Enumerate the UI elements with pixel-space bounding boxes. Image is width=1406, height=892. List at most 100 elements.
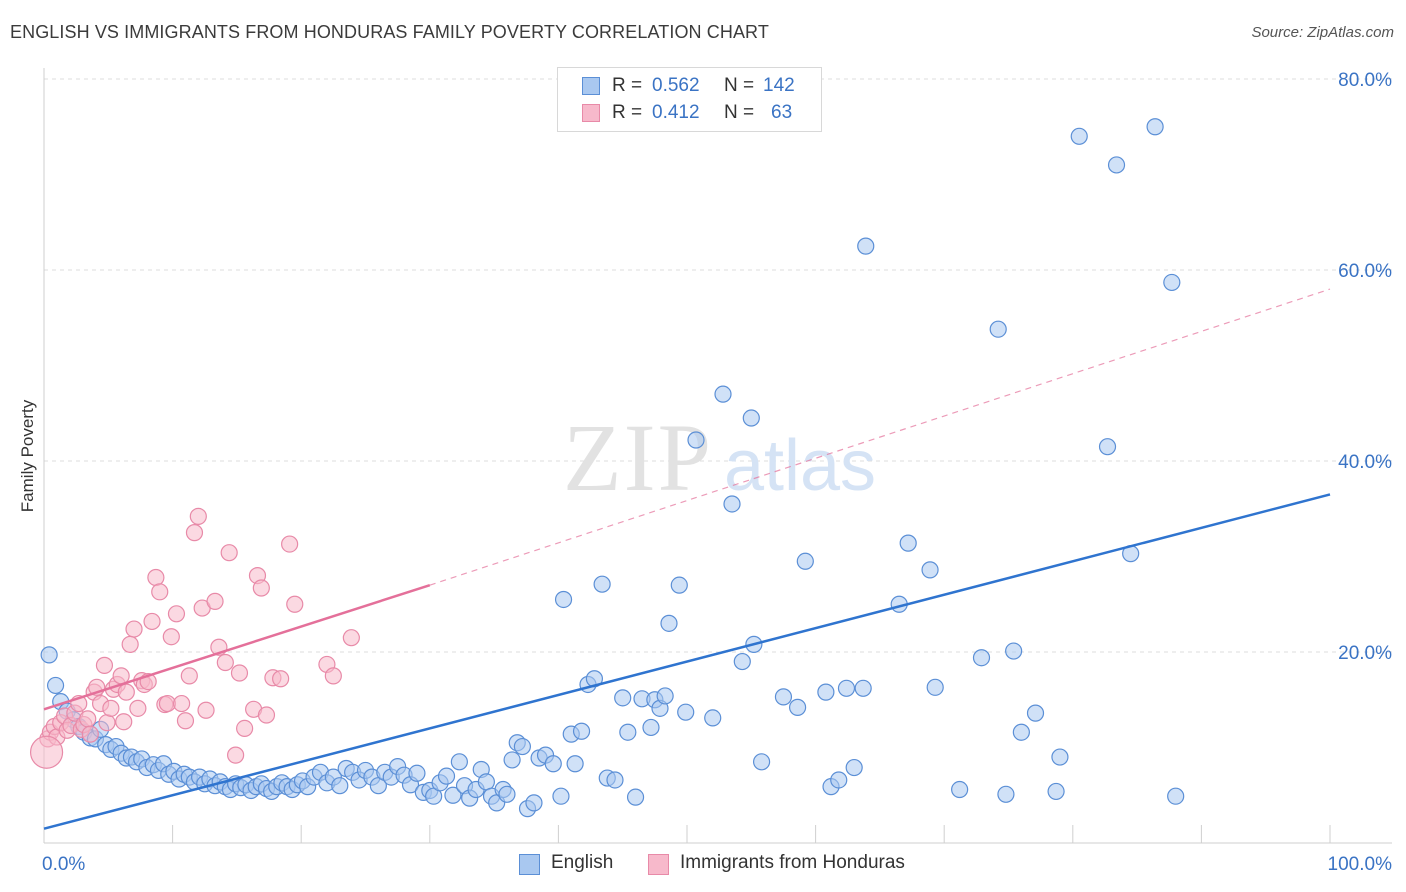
honduras-n-label: N =	[724, 102, 755, 123]
honduras-point	[115, 713, 133, 731]
honduras-point	[167, 605, 186, 623]
honduras-point	[143, 612, 161, 631]
english-n-value: 142	[763, 75, 795, 96]
honduras-point	[29, 735, 64, 769]
honduras-trend-extension	[429, 288, 1331, 586]
english-point	[544, 755, 562, 773]
english-point	[614, 689, 632, 707]
english-point	[444, 786, 462, 804]
honduras-point	[257, 706, 276, 724]
y-tick-labels: 20.0% 40.0% 60.0% 80.0%	[1338, 70, 1392, 664]
honduras-point	[189, 507, 207, 525]
honduras-swatch	[582, 104, 600, 122]
english-point	[1167, 787, 1185, 805]
english-point	[677, 703, 695, 721]
legend-honduras-label: Immigrants from Honduras	[680, 852, 905, 873]
honduras-point	[129, 699, 147, 717]
honduras-point	[324, 667, 342, 685]
english-point	[408, 764, 426, 782]
english-point	[626, 788, 645, 806]
honduras-point	[185, 524, 204, 542]
english-point	[723, 495, 741, 513]
english-point	[1146, 118, 1164, 136]
english-point	[477, 773, 495, 791]
english-point	[670, 576, 688, 594]
english-point	[1107, 156, 1126, 174]
honduras-point	[236, 719, 254, 738]
english-point	[854, 679, 872, 697]
honduras-point	[216, 653, 234, 672]
honduras-point	[252, 579, 270, 597]
legend-english-label: English	[551, 852, 614, 873]
english-point	[1047, 782, 1065, 801]
correlation-legend: R = 0.562 N = 142 R = 0.412 N = 63	[557, 67, 822, 132]
honduras-point	[281, 535, 299, 553]
english-point	[513, 737, 531, 756]
honduras-point	[117, 683, 135, 701]
english-point	[997, 785, 1015, 803]
honduras-point	[342, 629, 360, 647]
english-n-label: N =	[724, 75, 755, 96]
honduras-point	[151, 583, 169, 601]
honduras-point	[197, 701, 215, 719]
honduras-point	[220, 544, 238, 562]
english-point	[921, 561, 939, 579]
honduras-point	[176, 712, 195, 730]
gridlines	[44, 78, 1392, 653]
honduras-point	[95, 656, 114, 674]
english-swatch	[582, 77, 600, 95]
english-point	[642, 718, 660, 737]
y-tick-label-40: 40.0%	[1338, 452, 1392, 473]
honduras-point	[230, 664, 249, 682]
honduras-point	[173, 694, 191, 713]
series-honduras-points	[29, 507, 360, 769]
english-point	[899, 534, 917, 552]
english-point	[660, 614, 678, 632]
honduras-trend-line	[43, 583, 431, 711]
english-point	[1005, 642, 1023, 660]
x-tick-label-min: 0.0%	[42, 854, 85, 875]
english-point	[926, 678, 944, 696]
english-point	[498, 785, 516, 803]
english-point	[40, 646, 58, 664]
axes	[43, 68, 1392, 844]
english-point	[714, 385, 732, 403]
english-point	[845, 758, 863, 777]
honduras-r-label: R =	[612, 102, 643, 123]
english-point	[796, 552, 814, 570]
honduras-point	[79, 710, 97, 728]
honduras-point	[98, 714, 116, 732]
honduras-point	[81, 725, 99, 743]
source-credit: Source: ZipAtlas.com	[1251, 24, 1394, 41]
english-point	[450, 753, 468, 771]
english-point	[1163, 273, 1181, 292]
x-tick-labels: 0.0% 100.0%	[42, 854, 1392, 875]
honduras-r-value: 0.412	[652, 102, 700, 123]
y-tick-label-60: 60.0%	[1338, 261, 1392, 282]
honduras-point	[227, 746, 245, 764]
chart-title: ENGLISH VS IMMIGRANTS FROM HONDURAS FAMI…	[10, 22, 769, 42]
english-point	[572, 722, 591, 740]
english-point	[593, 575, 611, 593]
english-point	[1051, 748, 1069, 766]
english-point	[830, 771, 848, 789]
honduras-point	[206, 592, 224, 610]
trend-lines	[43, 288, 1331, 830]
english-point	[1070, 127, 1088, 145]
english-point	[525, 794, 543, 812]
honduras-point	[102, 699, 120, 717]
english-point	[742, 409, 760, 427]
honduras-point	[125, 620, 143, 638]
legend-honduras-swatch	[648, 854, 669, 875]
english-point	[503, 751, 521, 769]
honduras-point	[147, 568, 165, 587]
english-point	[704, 709, 722, 727]
english-point	[554, 590, 573, 609]
english-point	[687, 431, 705, 449]
legend-english-swatch	[519, 854, 540, 875]
english-point	[437, 767, 456, 785]
english-point	[566, 755, 584, 773]
honduras-point	[272, 670, 290, 688]
